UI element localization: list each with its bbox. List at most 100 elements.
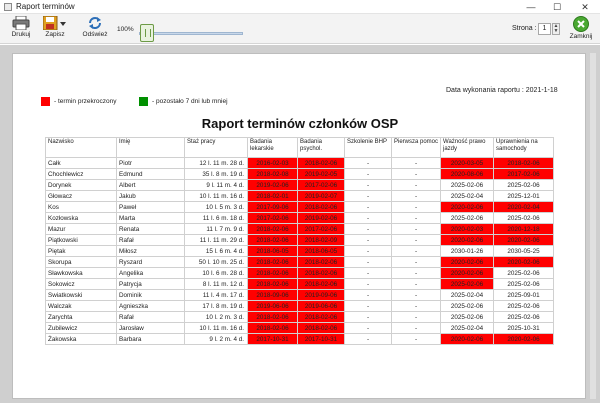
- table-cell: Patrycja: [116, 278, 185, 290]
- table-cell: 2018-02-06: [247, 256, 298, 268]
- table-cell: 2018-02-06: [297, 267, 345, 279]
- table-cell: Rafał: [116, 234, 185, 246]
- table-cell: 2020-02-06: [493, 333, 554, 345]
- title-bar: Raport terminów — ☐ ✕: [0, 0, 600, 14]
- table-row: Mazur Renata 11 l. 7 m. 9 d. 2018-02-06 2017…: [45, 223, 554, 235]
- table-cell: 10 l. 5 m. 3 d.: [184, 201, 248, 213]
- table-cell: 50 l. 10 m. 25 d.: [184, 256, 248, 268]
- table-cell: 11 l. 4 m. 17 d.: [184, 289, 248, 301]
- column-header: Badania psychol.: [297, 137, 345, 158]
- table-cell: Skorupa: [45, 256, 117, 268]
- table-cell: 2025-02-06: [440, 300, 494, 312]
- save-label: Zapisz: [45, 31, 65, 38]
- table-cell: Całk: [45, 157, 117, 169]
- table-row: Chochlewicz Edmund 35 l. 8 m. 19 d. 2018-02…: [45, 168, 554, 180]
- page-number-input[interactable]: 1: [538, 23, 551, 35]
- table-cell: Swiatkowski: [45, 289, 117, 301]
- table-row: Sławkowska Angelika 10 l. 6 m. 28 d. 2018-0…: [45, 267, 554, 279]
- page-spinner[interactable]: ▲ ▼: [552, 23, 560, 35]
- table-cell: 2019-02-05: [297, 168, 345, 180]
- table-row: Walczak Agnieszka 17 l. 8 m. 19 d. 2019-06-…: [45, 300, 554, 312]
- table-cell: 2017-02-06: [297, 179, 345, 191]
- table-cell: -: [391, 256, 441, 268]
- table-cell: 2025-10-31: [493, 322, 554, 334]
- table-cell: 2019-06-06: [297, 300, 345, 312]
- window-close-button[interactable]: ✕: [581, 2, 589, 12]
- table-cell: 2018-02-08: [247, 168, 298, 180]
- refresh-label: Odśwież: [82, 31, 108, 38]
- zoom-slider-thumb[interactable]: [140, 24, 154, 42]
- table-cell: -: [344, 157, 392, 169]
- table-cell: 2025-02-04: [440, 190, 494, 202]
- table-row: Swiatkowski Dominik 11 l. 4 m. 17 d. 2018-0…: [45, 289, 554, 301]
- table-cell: 17 l. 8 m. 19 d.: [184, 300, 248, 312]
- printer-icon: [12, 16, 30, 30]
- table-cell: Piętak: [45, 245, 117, 257]
- table-cell: -: [344, 256, 392, 268]
- column-header: Szkolenie BHP: [344, 137, 392, 158]
- table-cell: -: [344, 311, 392, 323]
- table-cell: 2020-02-06: [440, 333, 494, 345]
- table-cell: 2020-02-06: [440, 256, 494, 268]
- table-cell: Marta: [116, 212, 185, 224]
- table-cell: 2018-02-06: [297, 157, 345, 169]
- table-cell: -: [344, 212, 392, 224]
- vertical-scrollbar[interactable]: [590, 53, 596, 399]
- minimize-button[interactable]: —: [526, 2, 536, 12]
- table-cell: 2018-02-06: [247, 267, 298, 279]
- window-title: Raport terminów: [16, 2, 75, 11]
- table-cell: 2025-02-06: [493, 300, 554, 312]
- table-cell: 2018-06-05: [247, 245, 298, 257]
- table-cell: 2020-02-06: [440, 234, 494, 246]
- print-button[interactable]: Drukuj: [8, 16, 34, 38]
- close-label: Zamknij: [569, 33, 593, 40]
- table-cell: 2030-05-25: [493, 245, 554, 257]
- table-cell: 2020-02-03: [440, 223, 494, 235]
- maximize-button[interactable]: ☐: [552, 2, 562, 12]
- save-disk-icon: [43, 16, 66, 30]
- table-cell: Mazur: [45, 223, 117, 235]
- table-row: Piętak Miłosz 15 l. 6 m. 4 d. 2018-06-05 201…: [45, 245, 554, 257]
- table-cell: 35 l. 8 m. 19 d.: [184, 168, 248, 180]
- table-cell: 2018-02-06: [247, 223, 298, 235]
- spin-up-icon[interactable]: ▲: [553, 23, 559, 29]
- table-cell: Jarosław: [116, 322, 185, 334]
- table-cell: Sławkowska: [45, 267, 117, 279]
- table-cell: 10 l. 6 m. 28 d.: [184, 267, 248, 279]
- table-cell: 2020-08-06: [440, 168, 494, 180]
- table-cell: 2017-10-31: [297, 333, 345, 345]
- table-cell: -: [344, 223, 392, 235]
- report-page: Data wykonania raportu : 2021-1-18 - ter…: [12, 53, 586, 399]
- table-cell: 9 l. 11 m. 4 d.: [184, 179, 248, 191]
- table-cell: Zubilewicz: [45, 322, 117, 334]
- table-cell: -: [391, 289, 441, 301]
- legend-soon-text: - pozostało 7 dni lub mniej: [152, 98, 228, 105]
- spin-down-icon[interactable]: ▼: [553, 28, 559, 34]
- table-cell: Miłosz: [116, 245, 185, 257]
- table-cell: 2020-03-05: [440, 157, 494, 169]
- table-cell: 11 l. 6 m. 18 d.: [184, 212, 248, 224]
- report-date: Data wykonania raportu : 2021-1-18: [446, 87, 558, 94]
- close-button[interactable]: Zamknij: [566, 16, 596, 40]
- table-row: Piątkowski Rafał 11 l. 11 m. 29 d. 2018-02-…: [45, 234, 554, 246]
- toolbar: Drukuj Zapisz Odśwież 100% Strona : 1 ▲ …: [0, 14, 600, 44]
- table-cell: 2025-02-06: [493, 179, 554, 191]
- table-cell: 2025-02-06: [440, 311, 494, 323]
- table-cell: 2016-02-03: [247, 157, 298, 169]
- report-viewer[interactable]: Data wykonania raportu : 2021-1-18 - ter…: [0, 45, 600, 403]
- refresh-button[interactable]: Odśwież: [80, 16, 110, 38]
- table-cell: 10 l. 11 m. 16 d.: [184, 190, 248, 202]
- table-cell: -: [391, 179, 441, 191]
- table-cell: 2019-09-06: [297, 289, 345, 301]
- table-cell: 2018-02-06: [247, 278, 298, 290]
- table-cell: -: [391, 212, 441, 224]
- table-cell: 2018-02-06: [247, 322, 298, 334]
- save-button[interactable]: Zapisz: [40, 16, 70, 38]
- close-circle-icon: [573, 16, 589, 32]
- table-row: Żakowska Barbara 9 l. 2 m. 4 d. 2017-10-31 2…: [45, 333, 554, 345]
- zoom-slider-track[interactable]: [139, 32, 243, 35]
- table-cell: Kos: [45, 201, 117, 213]
- zoom-value: 100%: [117, 26, 134, 33]
- table-cell: -: [391, 311, 441, 323]
- table-cell: 2020-02-06: [493, 234, 554, 246]
